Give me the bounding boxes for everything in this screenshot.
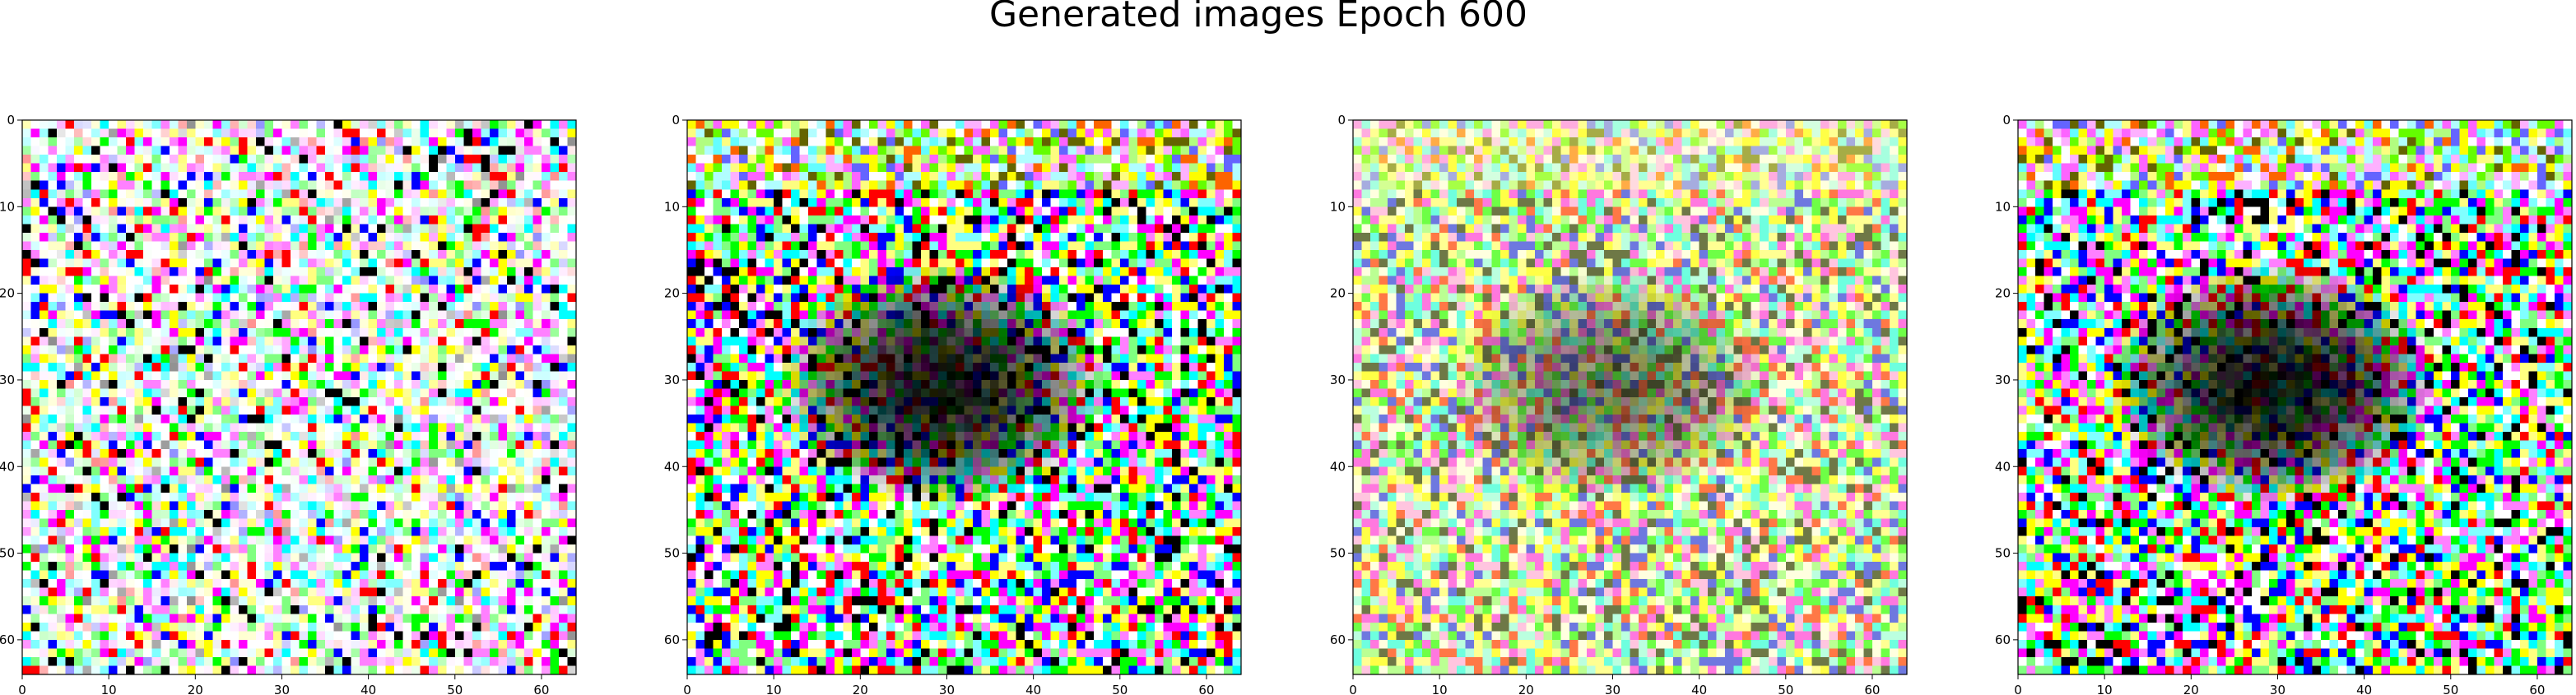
x-tick-label: 60 [2529, 683, 2545, 695]
image-panel-1: 0 10 20 30 40 50 60 0 10 20 30 40 50 60 [0, 113, 577, 695]
x-tick-label: 0 [2014, 683, 2022, 695]
x-tick-label: 60 [1198, 683, 1214, 695]
y-tick-label: 60 [1330, 632, 1346, 647]
axes-frame [686, 119, 1242, 675]
x-tick-label: 40 [360, 683, 376, 695]
y-tick-label: 10 [1995, 199, 2011, 214]
y-tick-label: 30 [0, 373, 15, 387]
x-tick-label: 10 [1432, 683, 1448, 695]
x-tick-label: 30 [939, 683, 955, 695]
x-tick-label: 40 [1691, 683, 1707, 695]
y-tick-label: 50 [664, 546, 680, 561]
y-tick-label: 0 [7, 113, 15, 127]
y-tick-label: 20 [1330, 286, 1346, 301]
y-tick-label: 60 [664, 632, 680, 647]
generated-image-4 [2018, 120, 2573, 675]
y-tick-label: 20 [1995, 286, 2011, 301]
y-tick-label: 10 [0, 199, 15, 214]
image-panel-2: 0 10 20 30 40 50 60 0 10 20 30 40 50 60 [664, 113, 1242, 695]
x-tick-label: 20 [2183, 683, 2199, 695]
x-tick-label: 40 [2356, 683, 2372, 695]
y-tick-label: 10 [664, 199, 680, 214]
x-tick-label: 30 [1605, 683, 1620, 695]
x-tick-label: 0 [18, 683, 26, 695]
y-tick-label: 0 [2002, 113, 2011, 127]
axes-frame [21, 119, 577, 675]
x-tick-label: 50 [1778, 683, 1793, 695]
axes-frame [1352, 119, 1908, 675]
y-tick-label: 40 [0, 459, 15, 474]
x-tick-label: 50 [2443, 683, 2458, 695]
image-panel-3: 0 10 20 30 40 50 60 0 10 20 30 40 50 60 [1330, 113, 1908, 695]
y-tick-label: 40 [1995, 459, 2011, 474]
y-tick-label: 0 [1337, 113, 1346, 127]
figure-title: Generated images Epoch 600 [989, 0, 1527, 35]
y-tick-label: 40 [1330, 459, 1346, 474]
axes-frame [2017, 119, 2573, 675]
x-tick-label: 60 [533, 683, 549, 695]
x-tick-label: 10 [2097, 683, 2113, 695]
x-tick-label: 30 [274, 683, 290, 695]
x-tick-label: 20 [188, 683, 203, 695]
y-tick-label: 20 [0, 286, 15, 301]
y-tick-label: 50 [0, 546, 15, 561]
y-tick-label: 40 [664, 459, 680, 474]
x-tick-label: 50 [447, 683, 463, 695]
y-tick-label: 20 [664, 286, 680, 301]
x-tick-label: 40 [1025, 683, 1041, 695]
x-tick-label: 0 [683, 683, 691, 695]
image-panel-4: 0 10 20 30 40 50 60 0 10 20 30 40 50 60 [1995, 113, 2573, 695]
x-tick-label: 20 [1518, 683, 1534, 695]
generated-image-1 [22, 120, 577, 675]
x-tick-label: 50 [1112, 683, 1128, 695]
generated-image-2 [687, 120, 1242, 675]
x-tick-label: 0 [1349, 683, 1357, 695]
y-tick-label: 60 [0, 632, 15, 647]
y-tick-label: 30 [1330, 373, 1346, 387]
x-tick-label: 20 [853, 683, 868, 695]
x-tick-label: 10 [101, 683, 117, 695]
y-tick-label: 0 [672, 113, 680, 127]
y-tick-label: 10 [1330, 199, 1346, 214]
x-tick-label: 60 [1864, 683, 1880, 695]
x-tick-label: 10 [766, 683, 782, 695]
y-tick-label: 50 [1330, 546, 1346, 561]
x-tick-label: 30 [2270, 683, 2285, 695]
y-tick-label: 60 [1995, 632, 2011, 647]
y-tick-label: 30 [1995, 373, 2011, 387]
y-tick-label: 30 [664, 373, 680, 387]
y-tick-label: 50 [1995, 546, 2011, 561]
generated-image-3 [1353, 120, 1908, 675]
